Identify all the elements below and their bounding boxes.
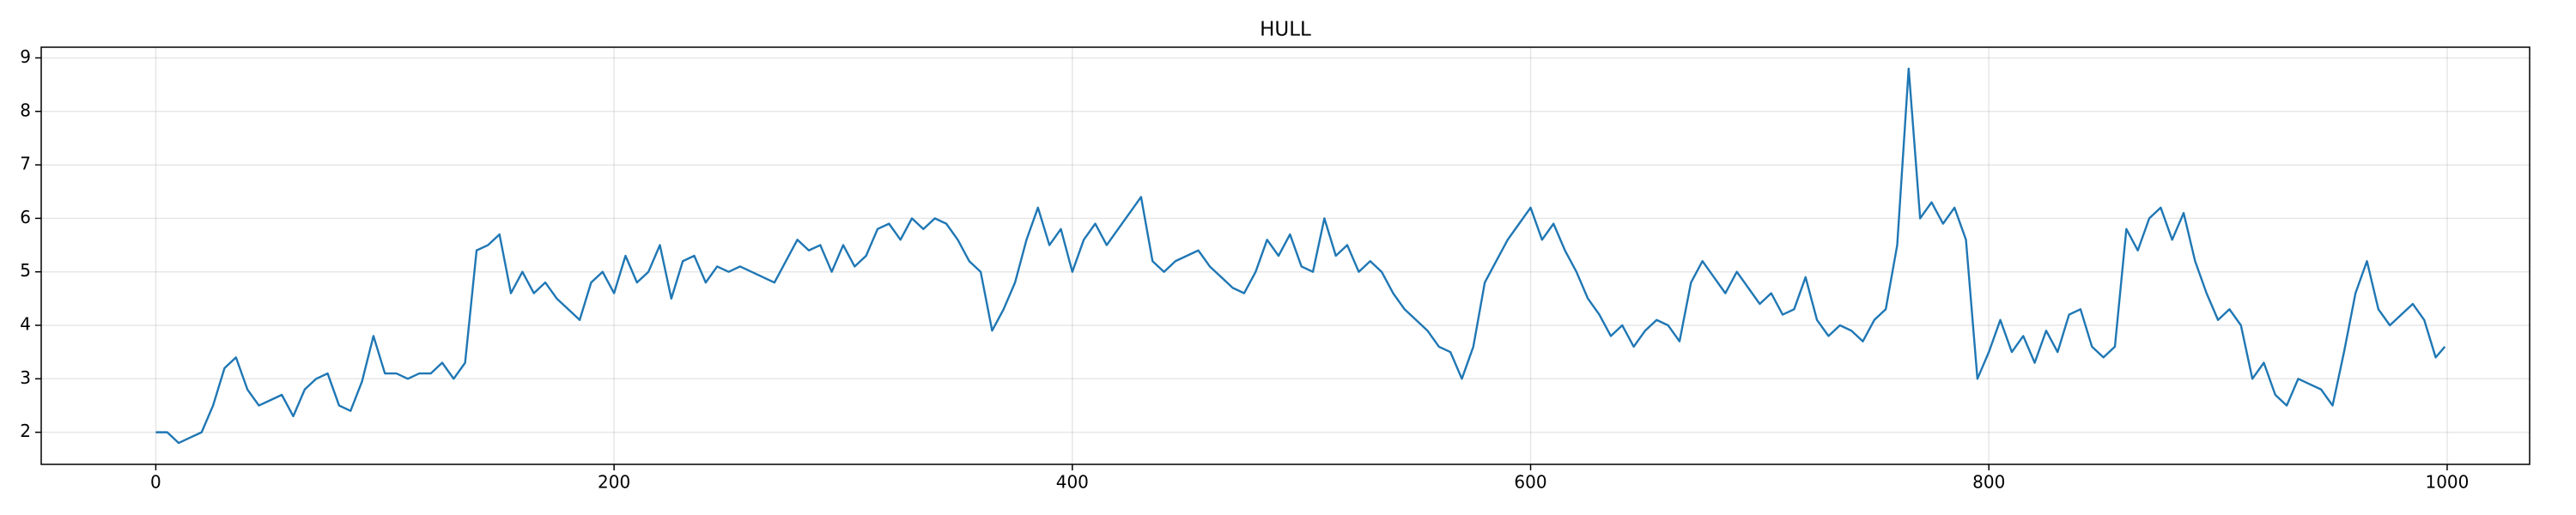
x-tick-label: 200 <box>598 472 630 493</box>
y-tick-label: 2 <box>20 421 31 441</box>
y-tick-label: 3 <box>20 367 31 388</box>
data-line <box>155 67 2446 445</box>
plot-frame <box>40 46 2530 465</box>
x-tick-label: 1000 <box>2425 472 2469 493</box>
y-tick-label: 5 <box>20 260 31 281</box>
y-tick-label: 8 <box>20 100 31 120</box>
y-tick-label: 9 <box>20 46 31 67</box>
y-tick-label: 6 <box>20 207 31 227</box>
x-tick-label: 600 <box>1514 472 1546 493</box>
x-tick-label: 0 <box>150 472 161 493</box>
x-tick-label: 800 <box>1972 472 2005 493</box>
chart-title: HULL <box>1260 19 1311 41</box>
x-tick-label: 400 <box>1056 472 1089 493</box>
y-tick-label: 7 <box>20 154 31 174</box>
y-tick-label: 4 <box>20 314 31 335</box>
